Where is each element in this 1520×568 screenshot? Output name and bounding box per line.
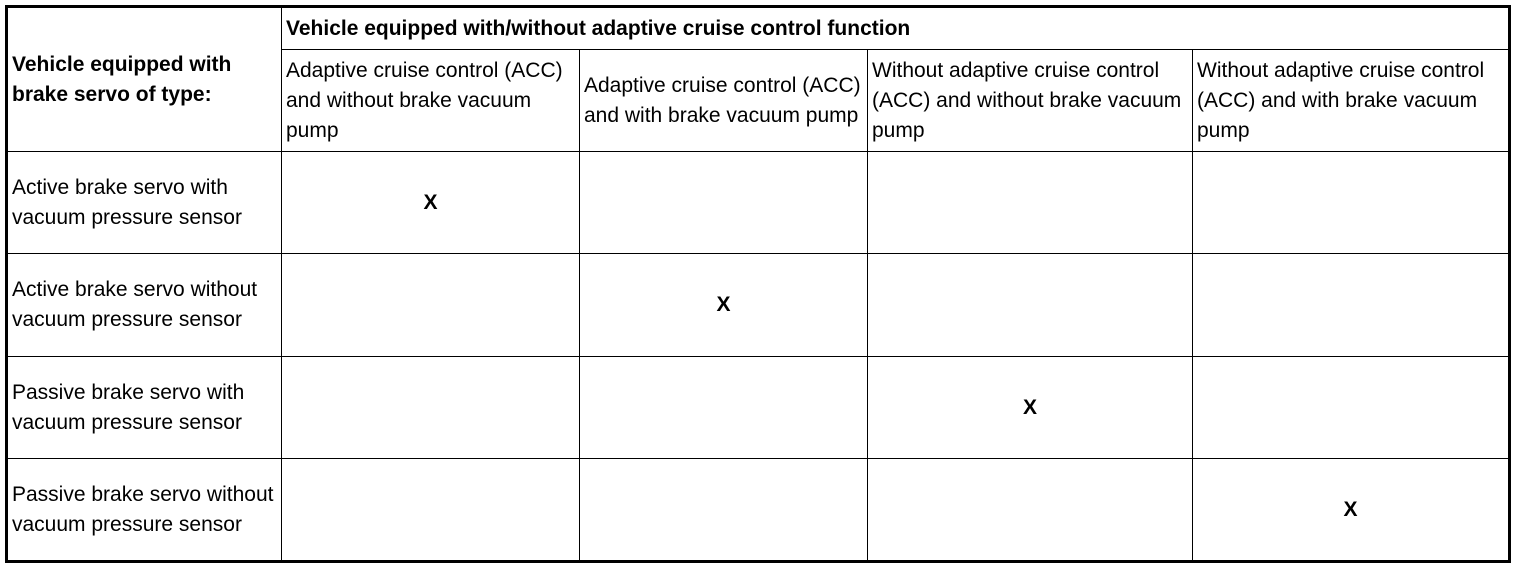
group-header: Vehicle equipped with/without adaptive c… [280, 6, 1511, 50]
table-cell [281, 458, 580, 562]
table-cell [1191, 151, 1511, 254]
table-cell [579, 151, 868, 254]
table-cell: X [579, 253, 868, 357]
column-header: Adaptive cruise control (ACC) and withou… [281, 49, 580, 152]
column-header: Without adaptive cruise control (ACC) an… [867, 49, 1193, 152]
table-cell [281, 253, 580, 357]
table-cell [867, 253, 1193, 357]
table-cell: X [867, 356, 1193, 459]
row-label: Passive brake servo without vacuum press… [6, 458, 282, 562]
row-label: Active brake servo without vacuum pressu… [6, 253, 282, 357]
table-row: Active brake servo without vacuum pressu… [6, 253, 1511, 357]
column-header: Adaptive cruise control (ACC) and with b… [579, 49, 868, 152]
compatibility-table: Vehicle equipped with brake servo of typ… [5, 5, 1512, 563]
column-header: Without adaptive cruise control (ACC) an… [1191, 49, 1511, 152]
table-cell: X [1191, 458, 1511, 562]
table-cell [579, 356, 868, 459]
table-cell [867, 151, 1193, 254]
table-row: Passive brake servo without vacuum press… [6, 458, 1511, 562]
table-cell [579, 458, 868, 562]
table-row: Passive brake servo with vacuum pressure… [6, 356, 1511, 459]
table-cell [1191, 253, 1511, 357]
row-label: Passive brake servo with vacuum pressure… [6, 356, 282, 459]
table-cell [867, 458, 1193, 562]
table-row: Active brake servo with vacuum pressure … [6, 151, 1511, 254]
table-cell [1191, 356, 1511, 459]
row-label: Active brake servo with vacuum pressure … [6, 151, 282, 254]
corner-header: Vehicle equipped with brake servo of typ… [6, 6, 282, 152]
table-cell: X [281, 151, 580, 254]
table-cell [281, 356, 580, 459]
